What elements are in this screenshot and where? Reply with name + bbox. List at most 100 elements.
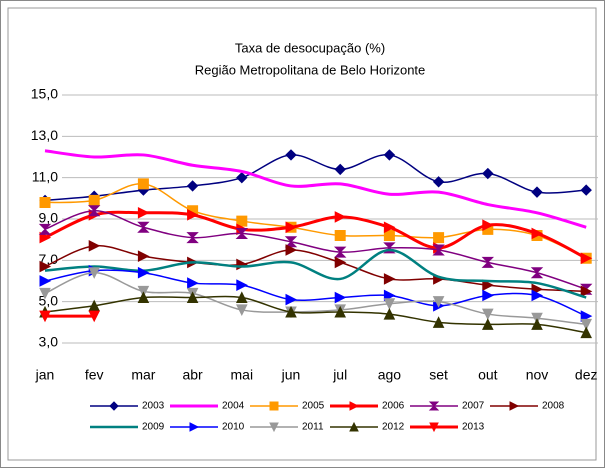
chart-subtitle: Região Metropolitana de Belo Horizonte (195, 62, 426, 77)
data-point (481, 308, 494, 321)
data-point (88, 240, 101, 252)
data-point (87, 205, 101, 217)
y-tick-label: 3,0 (39, 334, 59, 350)
data-point (481, 318, 494, 330)
data-point (482, 279, 494, 291)
data-point (186, 232, 199, 244)
legend-marker (269, 401, 279, 411)
data-point (285, 221, 298, 234)
legend-label: 2008 (542, 401, 565, 412)
data-point (432, 176, 445, 188)
data-point (88, 194, 100, 206)
data-point (531, 312, 543, 325)
data-point (39, 275, 52, 287)
legend-marker (349, 421, 359, 432)
chart-panel (7, 7, 597, 461)
data-point (285, 149, 297, 161)
y-tick-label: 5,0 (39, 292, 59, 308)
y-tick-label: 13,0 (31, 127, 58, 143)
legend-marker (269, 422, 279, 433)
data-point (383, 307, 396, 320)
series-line (44, 271, 587, 326)
y-tick-label: 15,0 (31, 86, 58, 102)
data-point (285, 305, 297, 318)
data-point (186, 180, 199, 192)
x-tick-label: mai (231, 367, 254, 383)
x-tick-label: set (429, 367, 448, 383)
data-point (235, 304, 248, 317)
y-tick-label: 9,0 (39, 210, 59, 226)
x-tick-label: dez (575, 367, 598, 383)
data-point (433, 232, 445, 244)
legend-label: 2010 (222, 422, 245, 433)
data-point (334, 305, 347, 318)
data-point (531, 318, 543, 330)
data-point (285, 293, 298, 306)
legend-marker (109, 401, 119, 411)
x-tick-label: abr (182, 367, 203, 383)
data-point (334, 163, 346, 176)
data-point (432, 296, 445, 308)
legend-marker (349, 401, 360, 411)
data-point (580, 326, 593, 339)
chart-title: Taxa de desocupação (%) (235, 40, 385, 55)
data-point (38, 223, 52, 235)
data-point (580, 318, 593, 331)
x-tick-label: fev (85, 367, 104, 383)
series-line (44, 295, 587, 334)
data-point (580, 310, 593, 322)
data-point (137, 291, 150, 304)
x-tick-label: ago (378, 367, 402, 383)
data-point (531, 289, 544, 302)
data-point (236, 215, 248, 227)
y-tick-label: 11,0 (32, 168, 58, 184)
data-point (235, 291, 248, 304)
data-point (39, 260, 52, 273)
data-point (334, 291, 347, 304)
data-point (186, 291, 199, 304)
legend-label: 2007 (462, 401, 485, 412)
data-point (482, 289, 494, 302)
legend-label: 2011 (302, 422, 324, 433)
data-point (580, 184, 592, 196)
legend-label: 2009 (142, 422, 165, 433)
data-point (187, 277, 199, 289)
x-tick-label: nov (526, 367, 549, 383)
x-tick-label: jun (281, 367, 301, 383)
series-line (44, 209, 587, 290)
data-point (383, 230, 395, 242)
data-point (88, 310, 101, 323)
data-point (383, 273, 396, 285)
data-point (432, 244, 445, 256)
data-point (334, 211, 347, 223)
x-tick-label: jan (35, 367, 55, 383)
data-point (482, 219, 494, 232)
data-point (236, 279, 248, 291)
data-point (137, 206, 150, 219)
x-tick-label: mar (131, 367, 155, 383)
legend-label: 2012 (382, 422, 405, 433)
data-point (137, 266, 150, 279)
legend-label: 2005 (302, 401, 325, 412)
data-point (531, 227, 544, 240)
data-point (580, 285, 593, 298)
legend-label: 2003 (142, 401, 165, 412)
data-point (383, 298, 396, 310)
data-point (285, 244, 298, 256)
data-point (39, 287, 51, 300)
x-tick-label: jul (332, 367, 347, 383)
data-point (236, 171, 248, 184)
data-point (531, 186, 543, 198)
data-point (137, 178, 149, 190)
data-point (432, 316, 445, 328)
legend-marker (189, 422, 200, 432)
data-point (530, 267, 544, 279)
data-point (383, 149, 396, 161)
data-point (137, 250, 150, 263)
data-point (482, 167, 494, 180)
data-point (39, 231, 52, 244)
data-point (137, 221, 150, 233)
series-line (44, 149, 587, 229)
legend-label: 2006 (382, 401, 405, 412)
